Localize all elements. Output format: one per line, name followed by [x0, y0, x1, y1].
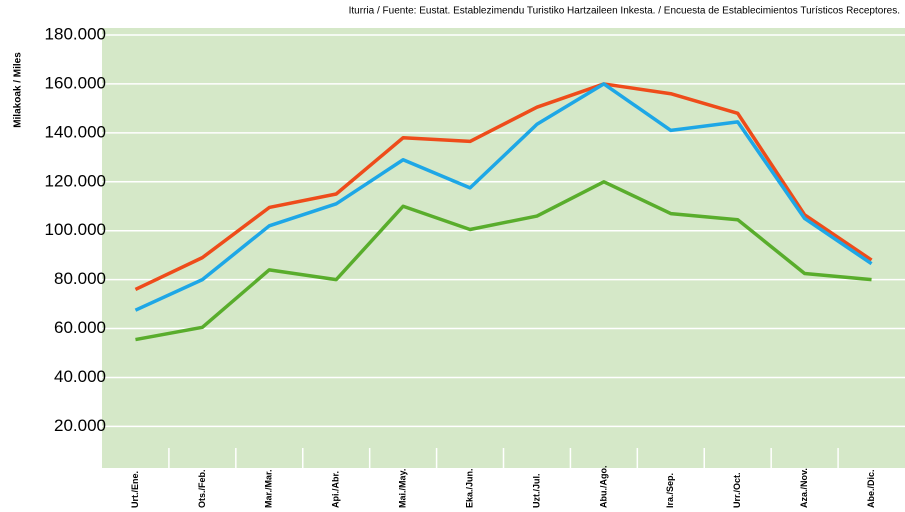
y-tick-label: 80.000: [54, 269, 106, 288]
y-tick-label: 60.000: [54, 318, 106, 337]
x-tick-label: Abe./Dic.: [866, 469, 876, 508]
x-tick-label: Mai./May.: [398, 469, 408, 508]
data-line: [134, 82, 873, 291]
y-tick-label: 160.000: [45, 73, 106, 92]
data-line: [134, 82, 873, 312]
x-tick-label: Ots./Feb.: [197, 469, 207, 508]
x-tick-label: Uzt./Jul.: [531, 473, 541, 508]
y-axis-label: Milakoak / Miles: [13, 52, 24, 128]
y-tick-label: 180.000: [45, 24, 106, 43]
x-tick-label: Ira./Sep.: [665, 473, 675, 508]
source-note: Iturria / Fuente: Eustat. Establezimendu…: [349, 6, 900, 17]
x-tick-label: Urt./Ene.: [130, 471, 140, 508]
y-tick-label: 100.000: [45, 220, 106, 239]
data-line: [135, 180, 872, 342]
x-tick-label: Mar./Mar.: [264, 469, 274, 508]
y-tick-label: 20.000: [54, 416, 106, 435]
x-tick-label: Urr./Oct.: [732, 472, 742, 508]
y-tick-label: 140.000: [45, 122, 106, 141]
plot-area: [102, 28, 905, 468]
x-tick-label: Abu./Ago.: [598, 466, 608, 509]
x-tick-label: Aza./Nov.: [799, 468, 809, 508]
x-tick-label: Api./Abr.: [331, 471, 341, 508]
y-tick-label: 40.000: [54, 367, 106, 386]
x-tick-label: Eka./Jun.: [464, 468, 474, 508]
y-tick-label: 120.000: [45, 171, 106, 190]
